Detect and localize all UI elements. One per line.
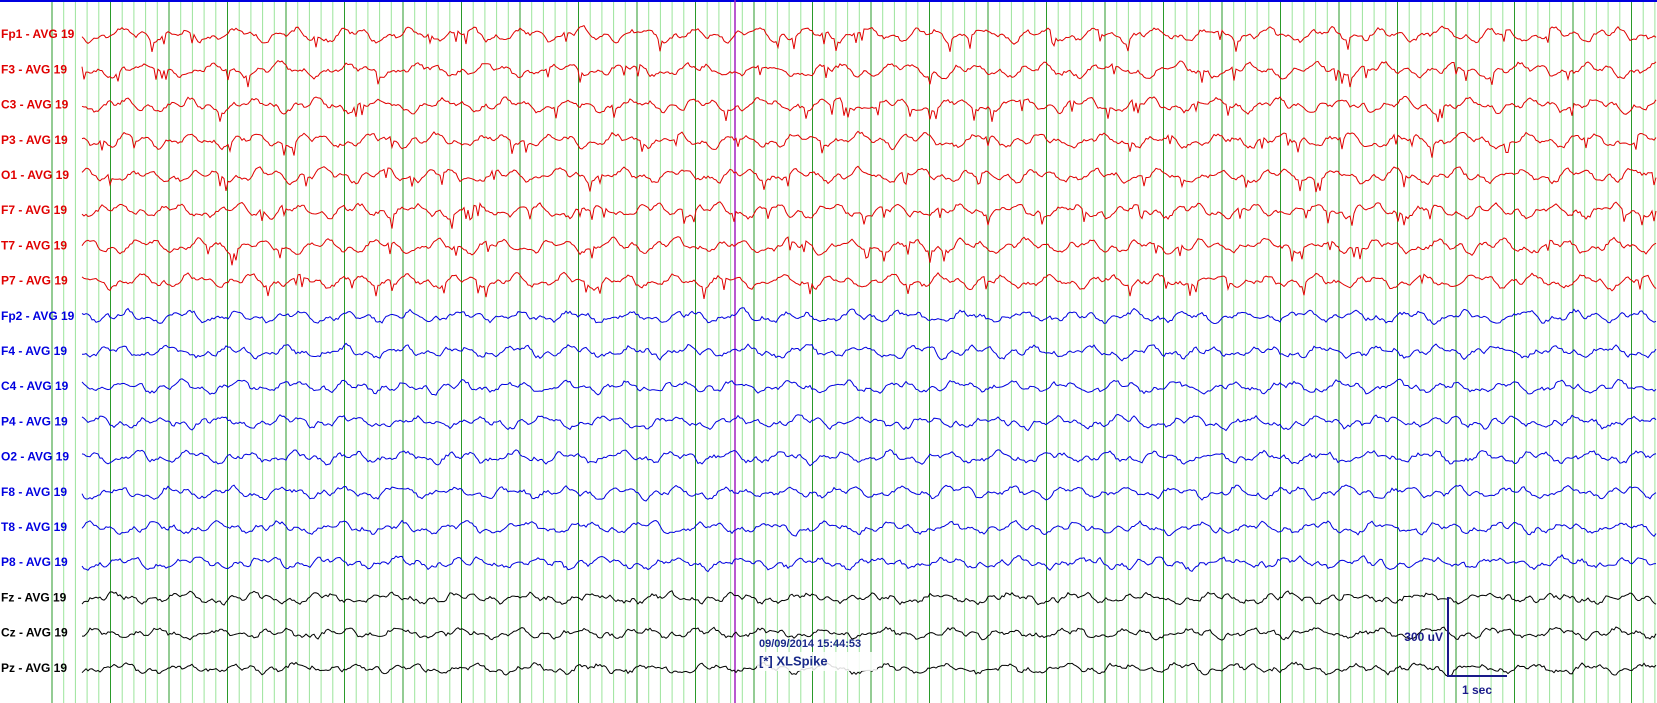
eeg-trace — [81, 201, 1657, 229]
annotation-timestamp: 09/09/2014 15:44:53 — [759, 638, 861, 650]
channel-label: Fp2 - AVG 19 — [1, 309, 75, 323]
eeg-trace — [81, 448, 1657, 467]
channel-label: F4 - AVG 19 — [1, 344, 67, 358]
channel-label: Pz - AVG 19 — [1, 661, 67, 675]
scale-bar: 300 uV 1 sec — [1404, 597, 1507, 697]
traces: Fp1 - AVG 19 F3 - AVG 19 C3 - AVG 19 P3 - A… — [1, 24, 1657, 677]
channel-label: F3 - AVG 19 — [1, 62, 67, 76]
eeg-trace — [81, 307, 1657, 326]
eeg-trace — [81, 413, 1657, 432]
channel-label: P8 - AVG 19 — [1, 555, 68, 569]
channel-label: Fp1 - AVG 19 — [1, 27, 75, 41]
channel-label: P3 - AVG 19 — [1, 133, 68, 147]
eeg-trace — [82, 342, 1657, 362]
channel-label: T7 - AVG 19 — [1, 238, 67, 252]
eeg-trace — [81, 554, 1657, 573]
eeg-trace — [81, 130, 1657, 158]
eeg-trace — [81, 95, 1657, 123]
channel-label: T8 - AVG 19 — [1, 520, 67, 534]
eeg-trace — [81, 519, 1657, 538]
eeg-trace — [81, 378, 1657, 396]
channel-label: Fz - AVG 19 — [1, 590, 67, 604]
eeg-trace — [81, 271, 1657, 299]
eeg-trace — [82, 626, 1657, 641]
channel-label: C4 - AVG 19 — [1, 379, 69, 393]
eeg-trace — [81, 24, 1657, 53]
scale-bar-lines — [1447, 597, 1507, 677]
eeg-trace — [81, 165, 1657, 193]
time-grid — [51, 0, 1656, 703]
channel-label: C3 - AVG 19 — [1, 98, 69, 112]
eeg-trace — [81, 590, 1657, 606]
channel-label: P7 - AVG 19 — [1, 274, 68, 288]
annotation-event[interactable]: [*] XLSpike — [759, 653, 828, 668]
eeg-trace — [81, 59, 1657, 88]
amplitude-scale: 300 uV — [1404, 630, 1443, 644]
channel-label: F7 - AVG 19 — [1, 203, 67, 217]
channel-label: O2 - AVG 19 — [1, 450, 69, 464]
channel-label: F8 - AVG 19 — [1, 485, 67, 499]
channel-label: O1 - AVG 19 — [1, 168, 69, 182]
channel-label: P4 - AVG 19 — [1, 414, 68, 428]
time-scale: 1 sec — [1462, 683, 1492, 697]
channel-label: Cz - AVG 19 — [1, 626, 68, 640]
annotation-box[interactable] — [757, 652, 877, 671]
eeg-trace — [81, 236, 1657, 266]
eeg-trace — [81, 484, 1657, 502]
